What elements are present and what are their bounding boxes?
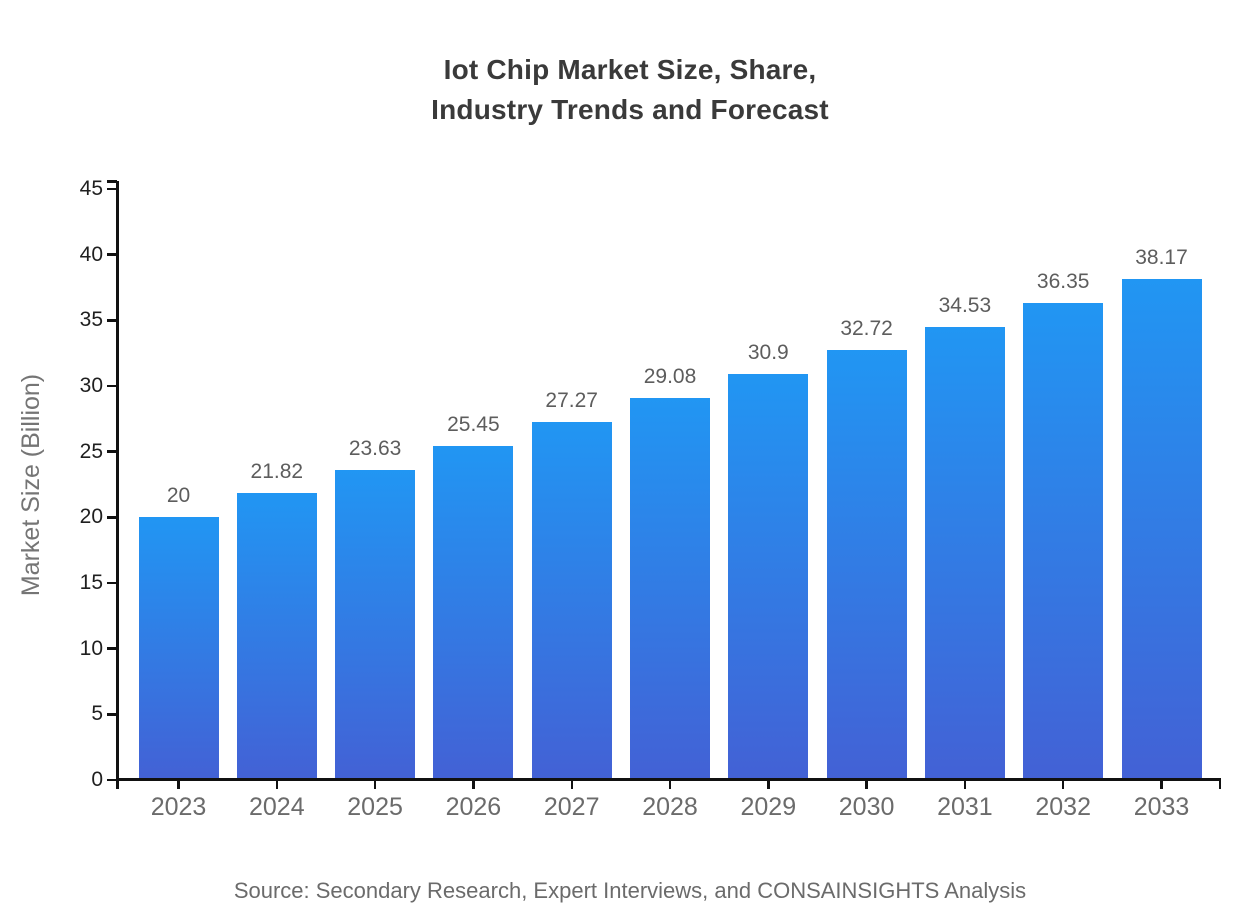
x-axis-line [117,778,1221,781]
x-tick-label: 2026 [445,793,502,821]
x-axis-tick [963,781,967,789]
y-tick-label: 40 [79,242,103,266]
y-axis-tick [107,778,117,782]
y-tick-label: 15 [79,571,103,594]
bar-value-label: 30.9 [747,341,789,365]
x-tick-label: 2031 [937,793,993,821]
x-axis-tick [865,781,868,789]
x-axis-end-cap [1218,781,1221,789]
y-tick-label: 5 [91,702,103,726]
bar-2032 [1023,302,1104,780]
y-tick-label: 30 [79,374,103,397]
bar-2023 [138,517,219,780]
y-tick-label: 20 [79,505,103,529]
bar-value-label: 27.27 [545,388,598,412]
y-axis-tick [107,319,117,322]
y-axis-end-cap [107,180,117,183]
y-axis-title: Market Size (Billion) [17,373,45,597]
y-axis-tick [107,516,117,519]
bar-2030 [826,350,907,780]
x-axis-tick [1061,781,1065,789]
x-tick-label: 2024 [248,793,305,821]
bar-value-label: 23.63 [348,436,402,460]
bar-2027 [531,421,612,780]
y-tick-label: 10 [79,636,103,660]
x-axis-tick [373,781,377,789]
x-tick-label: 2028 [642,793,698,821]
x-axis-tick [177,781,180,789]
chart-title: Iot Chip Market Size, Share, Industry Tr… [431,54,829,125]
bar-value-label: 29.08 [643,365,697,389]
y-axis-tick [107,581,117,585]
bar-2025 [335,469,416,780]
x-axis-tick [668,781,672,789]
x-tick-label: 2023 [150,793,207,821]
y-axis-tick [107,187,117,191]
y-axis-line [115,181,119,789]
x-axis-tick [275,781,279,789]
x-tick-label: 2027 [543,793,600,821]
y-tick-label: 0 [91,768,103,791]
x-tick-label: 2032 [1035,793,1091,821]
y-tick-label: 45 [79,177,103,200]
x-tick-label: 2029 [740,793,797,821]
bar-value-label: 32.72 [840,317,893,341]
y-axis-tick [107,384,117,388]
x-tick-label: 2025 [347,793,403,821]
y-tick-label: 25 [79,439,103,463]
y-tick-label: 35 [79,308,103,332]
source-attribution: Source: Secondary Research, Expert Inter… [233,878,1027,903]
bar-value-label: 38.17 [1135,245,1188,269]
y-axis-tick [107,713,117,716]
x-axis-tick [472,781,475,789]
bar-2031 [924,326,1005,780]
bar-value-label: 20 [166,484,191,508]
bar-value-label: 36.35 [1036,269,1090,293]
bar-2024 [236,493,317,780]
x-axis-tick [570,781,573,789]
y-axis-tick [107,647,117,650]
bar-value-label: 34.53 [938,293,992,317]
bar-2033 [1121,278,1202,780]
bar-value-label: 25.45 [447,412,500,436]
bar-2028 [630,398,710,780]
y-axis-tick [107,450,117,453]
y-axis-tick [107,253,117,256]
x-tick-label: 2030 [838,793,895,821]
bar-2029 [728,374,809,780]
bar-value-label: 21.82 [250,460,304,484]
x-tick-label: 2033 [1133,793,1190,821]
bar-2026 [433,445,514,780]
x-axis-tick [767,781,770,789]
x-axis-tick [1160,781,1163,789]
